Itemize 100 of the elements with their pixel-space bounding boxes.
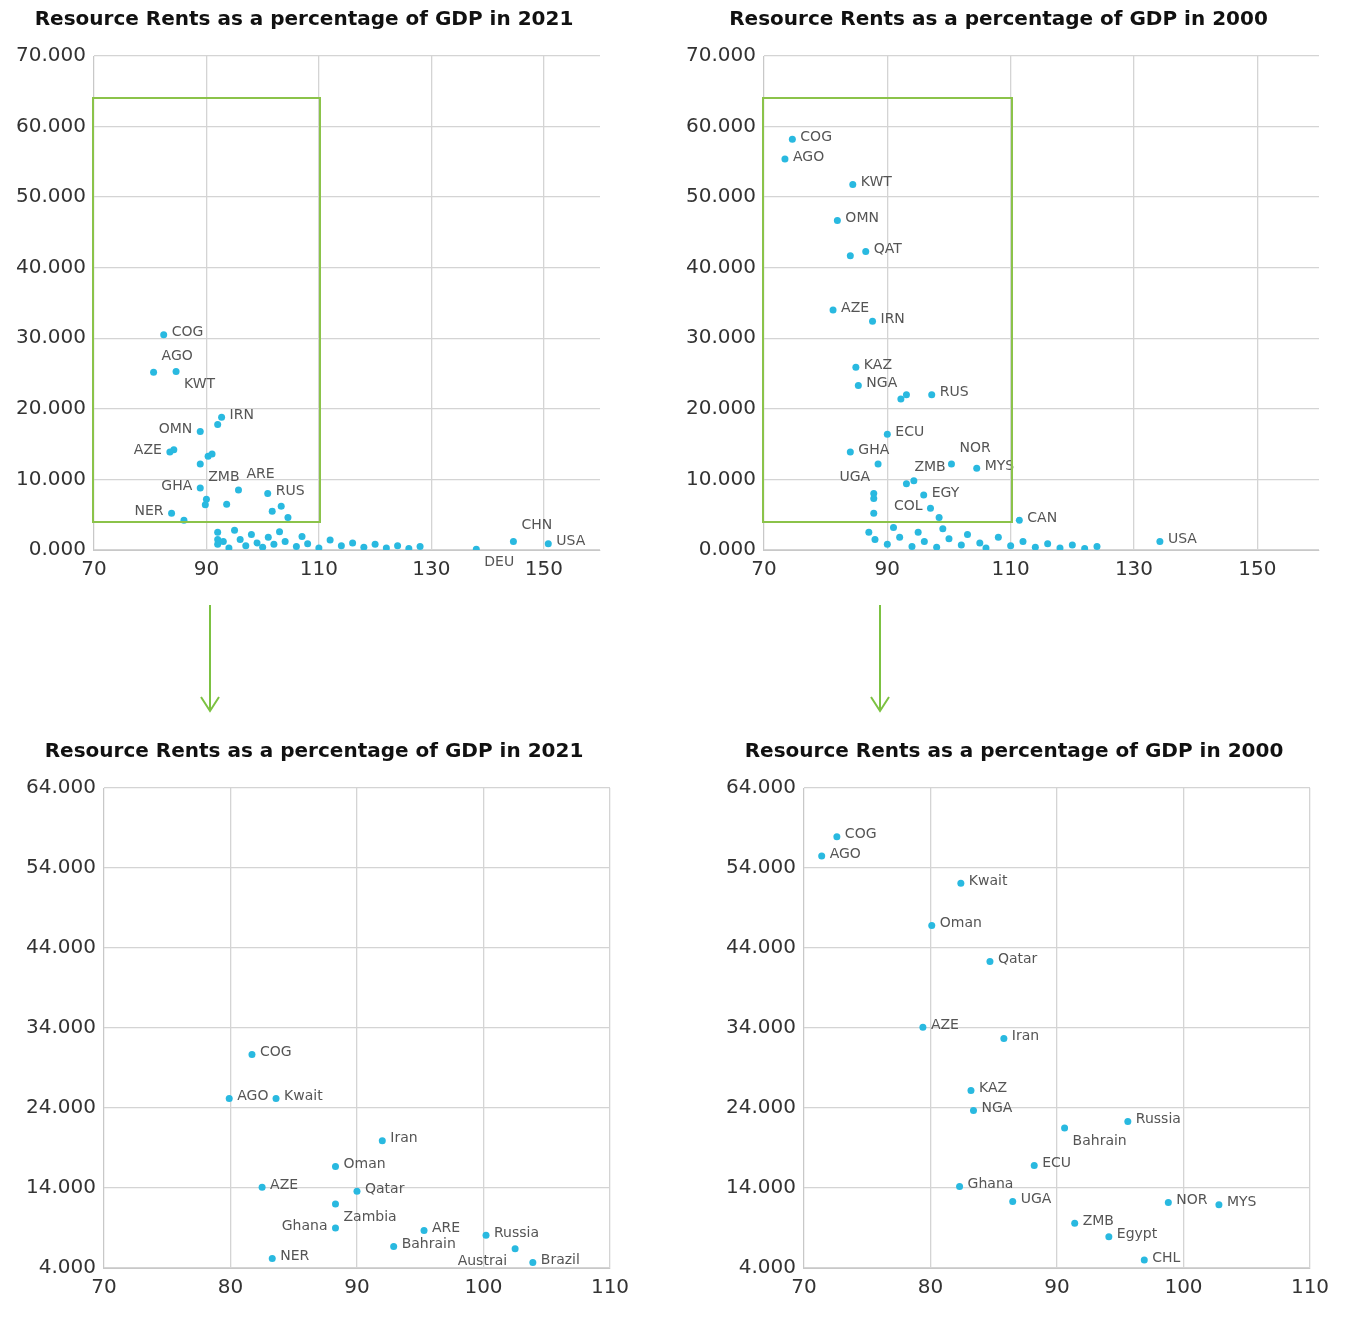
point [933, 543, 941, 550]
annotation: Oman [343, 1155, 386, 1172]
annotation: QAT [873, 240, 903, 257]
annotation: Ghana [281, 1216, 328, 1233]
x-tick-label: 100 [1164, 1274, 1203, 1299]
point [973, 464, 981, 472]
point [1009, 1198, 1017, 1206]
annotation: CAN [1027, 509, 1058, 525]
point [852, 363, 860, 371]
y-tick-label: 60.000 [686, 112, 756, 137]
point [242, 542, 250, 550]
point [986, 958, 994, 966]
point [529, 1258, 537, 1266]
annotation: Russia [494, 1223, 540, 1240]
y-tick-label: 44.000 [26, 934, 96, 959]
point [846, 448, 854, 456]
annotation: RUS [939, 383, 969, 400]
annotation: NGA [866, 374, 898, 391]
point [846, 252, 854, 260]
point [416, 542, 424, 550]
point [214, 528, 222, 536]
point [247, 530, 255, 538]
point [889, 523, 897, 531]
y-tick-label: 70.000 [686, 42, 756, 67]
point [908, 542, 916, 550]
annotation: OMN [845, 209, 879, 226]
point [849, 180, 857, 188]
annotation: AZE [841, 298, 870, 315]
point [420, 1226, 428, 1234]
x-tick-label: 110 [590, 1274, 630, 1299]
point [829, 306, 837, 314]
point [902, 480, 910, 488]
point [920, 491, 928, 499]
y-tick-label: 54.000 [726, 854, 796, 879]
point [957, 541, 965, 549]
y-tick-label: 34.000 [726, 1014, 796, 1039]
y-tick-label: 50.000 [686, 183, 756, 208]
annotation: EGY [931, 483, 960, 500]
x-tick-label: 90 [344, 1274, 370, 1299]
annotation: KAZ [978, 1079, 1008, 1096]
point [963, 530, 971, 538]
annotation: IRN [229, 405, 254, 422]
point [945, 535, 953, 543]
point [258, 1183, 266, 1191]
point [1030, 1162, 1038, 1170]
annotation: CHN [521, 516, 553, 533]
point [223, 500, 231, 508]
point [264, 533, 272, 541]
annotation: OMN [158, 420, 193, 437]
annotation: ZMB [1082, 1211, 1114, 1228]
annotation: KAZ [863, 355, 892, 372]
y-tick-label: 60.000 [16, 112, 86, 137]
point [1140, 1256, 1148, 1264]
y-tick-label: 24.000 [726, 1094, 796, 1119]
y-tick-label: 64.000 [726, 774, 796, 799]
point [982, 544, 990, 550]
point [166, 448, 174, 456]
annotation: KWT [184, 375, 216, 392]
point [967, 1086, 975, 1094]
point [292, 542, 300, 550]
point [331, 1162, 339, 1170]
y-tick-label: 40.000 [16, 253, 86, 278]
point [865, 528, 873, 536]
chart-title: Resource Rents as a percentage of GDP in 2021 [44, 738, 584, 763]
annotation: NOR [1176, 1191, 1208, 1208]
point [544, 540, 552, 548]
point [331, 1224, 339, 1232]
annotation: Kwait [284, 1087, 324, 1104]
point [994, 533, 1002, 541]
annotation: COG [800, 127, 832, 144]
point [1124, 1118, 1132, 1126]
point [871, 535, 879, 543]
annotation: Qatar [997, 950, 1038, 967]
y-tick-label: 20.000 [686, 395, 756, 420]
annotation: AZE [930, 1015, 959, 1032]
annotation: Brazil [540, 1251, 580, 1268]
point [201, 501, 209, 509]
point [935, 514, 943, 522]
point [284, 514, 292, 522]
point [910, 477, 918, 485]
point [897, 395, 905, 403]
point [1007, 542, 1015, 550]
annotation: AZE [270, 1175, 299, 1192]
point [1093, 542, 1101, 550]
annotation: KWT [860, 173, 893, 190]
y-tick-label: 30.000 [16, 324, 86, 349]
point [509, 538, 517, 546]
annotation: ZMB [208, 467, 240, 484]
point [276, 528, 284, 536]
annotation: Qatar [364, 1179, 405, 1196]
y-tick-label: 54.000 [26, 854, 96, 879]
annotation: RUS [275, 482, 305, 499]
annotation: Kwait [968, 871, 1008, 888]
point [208, 450, 216, 458]
point [225, 1094, 233, 1102]
point [1156, 538, 1164, 546]
annotation: Iran [390, 1129, 418, 1146]
annotation: CHL [1152, 1248, 1181, 1265]
point [371, 540, 379, 548]
point [150, 368, 158, 376]
